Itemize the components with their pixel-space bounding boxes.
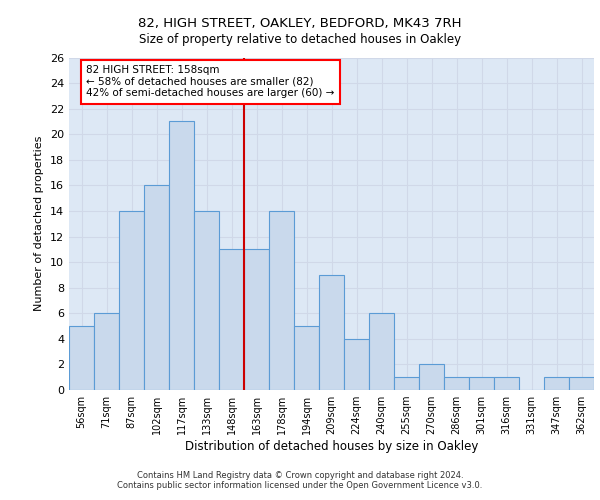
- Bar: [419, 364, 444, 390]
- Bar: [194, 211, 219, 390]
- Bar: [394, 377, 419, 390]
- Bar: [244, 250, 269, 390]
- Y-axis label: Number of detached properties: Number of detached properties: [34, 136, 44, 312]
- Bar: [169, 122, 194, 390]
- Text: Contains HM Land Registry data © Crown copyright and database right 2024.: Contains HM Land Registry data © Crown c…: [137, 471, 463, 480]
- Bar: [94, 314, 119, 390]
- X-axis label: Distribution of detached houses by size in Oakley: Distribution of detached houses by size …: [185, 440, 478, 453]
- Bar: [219, 250, 244, 390]
- Bar: [444, 377, 469, 390]
- Bar: [269, 211, 294, 390]
- Text: Contains public sector information licensed under the Open Government Licence v3: Contains public sector information licen…: [118, 481, 482, 490]
- Bar: [344, 339, 369, 390]
- Bar: [294, 326, 319, 390]
- Bar: [544, 377, 569, 390]
- Text: Size of property relative to detached houses in Oakley: Size of property relative to detached ho…: [139, 32, 461, 46]
- Bar: [469, 377, 494, 390]
- Bar: [69, 326, 94, 390]
- Text: 82 HIGH STREET: 158sqm
← 58% of detached houses are smaller (82)
42% of semi-det: 82 HIGH STREET: 158sqm ← 58% of detached…: [86, 65, 334, 98]
- Bar: [319, 275, 344, 390]
- Bar: [569, 377, 594, 390]
- Bar: [119, 211, 144, 390]
- Bar: [369, 314, 394, 390]
- Bar: [144, 186, 169, 390]
- Text: 82, HIGH STREET, OAKLEY, BEDFORD, MK43 7RH: 82, HIGH STREET, OAKLEY, BEDFORD, MK43 7…: [138, 18, 462, 30]
- Bar: [494, 377, 519, 390]
